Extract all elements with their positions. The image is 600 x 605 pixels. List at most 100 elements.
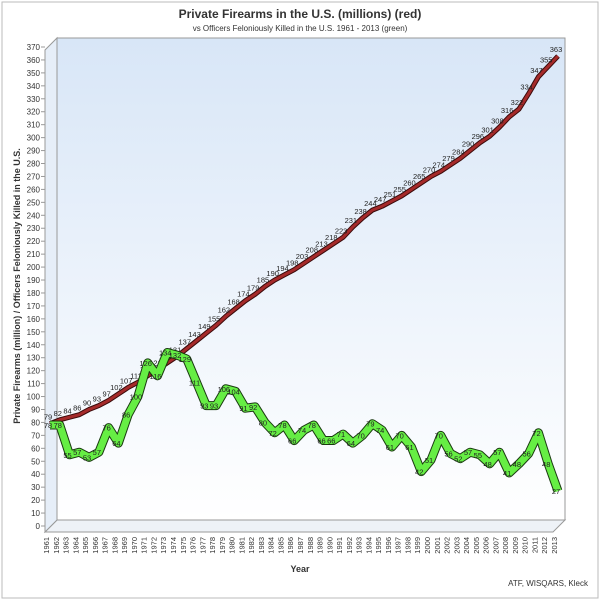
data-label: 290 [462,140,475,149]
data-label: 64 [112,439,120,448]
data-label: 86 [73,404,81,413]
data-label: 274 [433,160,446,169]
data-label: 55 [474,451,482,460]
data-label: 107 [120,376,133,385]
data-label: 51 [425,456,433,465]
data-label: 322 [511,98,524,107]
x-axis-label: Year [290,564,310,574]
x-tick-label: 2008 [501,537,510,554]
data-label: 255 [393,185,406,194]
data-label: 265 [413,172,426,181]
data-label: 203 [296,252,309,261]
y-tick-label: 70 [31,431,40,440]
chart-subtitle: vs Officers Feloniously Killed in the U.… [193,24,408,33]
series-line [49,55,560,426]
x-tick-label: 1978 [208,537,217,554]
y-tick-label: 60 [31,444,40,453]
data-label: 104 [227,387,240,396]
data-label: 76 [102,424,110,433]
data-label: 116 [149,372,161,381]
y-tick-label: 10 [31,509,40,518]
y-tick-label: 200 [27,263,41,272]
y-tick-label: 50 [31,457,40,466]
data-label: 296 [472,132,485,141]
data-label: 71 [337,430,345,439]
data-label: 270 [423,165,436,174]
x-tick-label: 1965 [81,537,90,554]
data-label: 126 [139,359,152,368]
data-label: 48 [513,460,521,469]
data-label: 72 [269,429,277,438]
x-tick-label: 1991 [335,537,344,554]
data-label: 347 [530,66,543,75]
y-tick-label: 330 [27,95,41,104]
data-label: 308 [491,116,504,125]
x-tick-label: 2013 [550,537,559,554]
y-tick-label: 40 [31,470,40,479]
x-tick-label: 1977 [198,537,207,554]
y-tick-label: 300 [27,134,41,143]
data-label: 132 [169,351,182,360]
data-label: 100 [130,393,143,402]
data-label: 279 [442,154,455,163]
x-tick-label: 1986 [286,537,295,554]
x-tick-label: 1974 [169,537,178,554]
x-tick-label: 1979 [218,537,227,554]
x-tick-label: 1967 [101,537,110,554]
x-tick-label: 1980 [228,537,237,554]
plot-floor [43,519,567,533]
data-label: 129 [179,355,192,364]
data-label: 208 [306,246,319,255]
data-label: 61 [386,443,394,452]
x-tick-label: 1987 [296,537,305,554]
data-label: 174 [237,290,250,299]
y-tick-label: 190 [27,276,41,285]
data-label: 57 [93,448,101,457]
data-label: 61 [405,443,413,452]
x-tick-label: 1981 [237,537,246,554]
x-tick-label: 1964 [71,537,80,554]
x-tick-label: 2012 [540,537,549,554]
y-tick-label: 340 [27,82,41,91]
data-label: 70 [435,431,443,440]
x-tick-label: 1970 [130,537,139,554]
data-label: 78 [278,421,286,430]
data-label: 284 [452,147,465,156]
data-label: 52 [454,455,462,464]
y-tick-label: 350 [27,69,41,78]
data-label: 363 [550,45,563,54]
data-label: 121 [149,358,162,367]
data-label: 137 [179,338,192,347]
data-label: 72 [532,429,540,438]
data-label: 70 [356,431,364,440]
y-axis-label: Private Firearms (million) / Officers Fe… [12,148,22,424]
x-tick-label: 1975 [179,537,188,554]
data-label: 223 [335,226,348,235]
x-tick-label: 1966 [91,537,100,554]
data-label: 56 [523,450,531,459]
data-label: 111 [130,371,141,380]
y-tick-label: 290 [27,147,41,156]
data-label: 198 [286,259,299,268]
y-tick-label: 30 [31,483,40,492]
x-tick-label: 1985 [276,537,285,554]
data-label: 168 [227,298,240,307]
data-label: 355 [540,55,553,64]
data-label: 185 [257,276,270,285]
y-tick-label: 240 [27,211,41,220]
data-label: 48 [542,460,550,469]
x-tick-label: 1983 [257,537,266,554]
x-tick-label: 1984 [267,537,276,554]
data-label: 57 [464,448,472,457]
data-label: 301 [481,125,494,134]
data-label: 57 [493,448,501,457]
data-label: 55 [63,451,71,460]
chart-title: Private Firearms in the U.S. (millions) … [179,7,422,21]
x-tick-label: 1976 [189,537,198,554]
data-label: 57 [73,448,81,457]
data-label: 66 [288,437,296,446]
y-tick-label: 250 [27,198,41,207]
plot-area [56,37,566,521]
y-tick-label: 310 [27,121,41,130]
